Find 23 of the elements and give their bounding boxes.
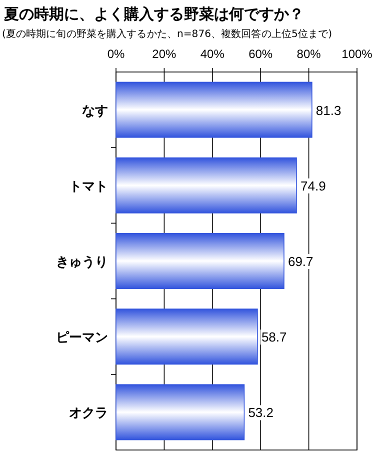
bar xyxy=(116,157,297,214)
data-label: 81.3 xyxy=(316,102,342,118)
chart-title: 夏の時期に、よく購入する野菜は何ですか？ xyxy=(3,5,304,23)
x-tick-label: 100% xyxy=(342,47,373,61)
x-tick-label: 80% xyxy=(296,47,322,61)
chart-subtitle: (夏の時期に旬の野菜を購入するかた、n=876、複数回答の上位5位まで) xyxy=(2,28,332,40)
data-label: 69.7 xyxy=(288,254,314,269)
x-tick-label: 60% xyxy=(248,47,273,61)
x-tick-label: 40% xyxy=(200,47,225,61)
y-tick-label: オクラ xyxy=(69,406,108,422)
bar xyxy=(116,308,258,365)
y-tick-label: なす xyxy=(82,104,108,119)
y-tick-label: ピーマン xyxy=(56,330,108,346)
x-tick-label: 20% xyxy=(152,47,177,61)
y-tick-label: きゅうり xyxy=(56,255,108,270)
bar xyxy=(116,233,284,289)
data-label: 58.7 xyxy=(261,330,287,345)
data-label: 53.2 xyxy=(248,405,274,420)
bar xyxy=(116,82,312,138)
bar xyxy=(116,384,245,440)
x-tick-label: 0% xyxy=(107,47,125,61)
y-tick-label: トマト xyxy=(69,179,108,194)
data-label: 74.9 xyxy=(300,178,326,194)
